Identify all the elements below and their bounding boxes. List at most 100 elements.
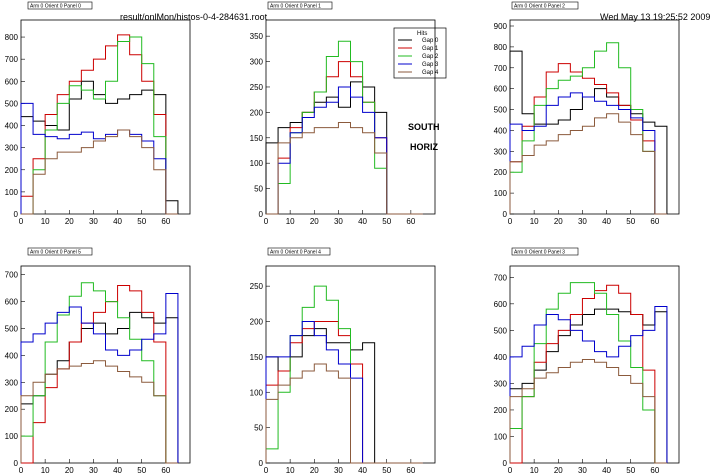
series-line — [509, 282, 667, 464]
panel-title-box — [511, 247, 579, 256]
plot-frame — [265, 19, 436, 215]
panel-title-box — [267, 1, 333, 10]
series-line — [509, 305, 668, 463]
series-line — [20, 311, 179, 463]
y-tick-label: 700 — [494, 273, 508, 282]
y-tick-label: 300 — [494, 147, 508, 156]
panel-title: Arm 0 Orient 0 Panel 1 — [267, 1, 333, 10]
y-tick-label: 50 — [254, 185, 263, 194]
y-tick-label: 50 — [254, 424, 263, 433]
series-line — [509, 92, 667, 215]
series-line — [265, 81, 423, 215]
y-tick-label: 300 — [250, 58, 264, 67]
y-tick-label: 400 — [5, 122, 19, 131]
x-tick-label: 60 — [650, 466, 659, 474]
y-tick-label: 400 — [5, 351, 19, 360]
series-line — [509, 359, 667, 464]
panel-title-text: Arm 0 Orient 0 Panel 1 — [270, 3, 321, 9]
timestamp-label: Wed May 13 19:25:52 2009 — [600, 12, 710, 22]
legend-entry: Gap 4 — [398, 70, 439, 76]
y-tick-label: 600 — [5, 298, 19, 307]
x-tick-label: 20 — [554, 466, 563, 474]
y-tick-label: 100 — [250, 388, 264, 397]
panel: Arm 0 Orient 0 Panel 1050100150200250300… — [250, 1, 436, 226]
panel-title-text: Arm 0 Orient 0 Panel 0 — [30, 3, 81, 9]
panel-title-text: Arm 0 Orient 0 Panel 3 — [514, 249, 565, 255]
y-tick-label: 400 — [494, 126, 508, 135]
series-line — [21, 36, 178, 215]
x-tick-label: 60 — [161, 217, 170, 226]
y-tick-label: 200 — [5, 405, 19, 414]
y-tick-label: 150 — [250, 353, 264, 362]
series-line — [20, 102, 178, 215]
x-tick-label: 60 — [650, 217, 659, 226]
y-tick-label: 300 — [5, 378, 19, 387]
panel: Arm 0 Orient 0 Panel 4 0 50 100 150 200 250 0 10… — [250, 247, 436, 474]
legend-box — [393, 27, 447, 79]
x-tick-label: 20 — [65, 466, 74, 474]
y-tick-label: 200 — [494, 168, 508, 177]
legend-label: Gap 2 — [422, 54, 439, 60]
x-tick-label: 20 — [310, 466, 319, 474]
y-tick-label: 200 — [494, 406, 508, 415]
y-tick-label: 0 — [503, 210, 508, 219]
y-tick-label: 250 — [250, 282, 264, 291]
y-tick-label: 700 — [494, 64, 508, 73]
plot-frame — [509, 19, 680, 215]
panel-title-box — [511, 1, 579, 10]
x-tick-label: 30 — [578, 466, 587, 474]
series-line — [266, 61, 423, 215]
x-tick-label: 60 — [406, 466, 415, 474]
series-line — [265, 285, 423, 464]
series-line — [266, 122, 423, 215]
y-tick-label: 500 — [5, 324, 19, 333]
legend-label: Gap 3 — [422, 62, 439, 68]
x-tick-label: 50 — [626, 217, 635, 226]
x-tick-label: 0 — [508, 466, 513, 474]
x-tick-label: 30 — [89, 466, 98, 474]
series-line — [509, 50, 668, 214]
x-tick-label: 20 — [65, 217, 74, 226]
x-tick-label: 0 — [508, 217, 513, 226]
y-tick-label: 0 — [259, 459, 264, 468]
y-tick-label: 600 — [494, 85, 508, 94]
series-line — [20, 34, 178, 215]
series-line — [510, 284, 667, 464]
y-tick-label: 100 — [5, 188, 19, 197]
legend-entry: Gap 2 — [398, 54, 439, 60]
x-tick-label: 10 — [530, 466, 539, 474]
series-line — [20, 293, 179, 463]
panel-title-box — [27, 247, 93, 256]
x-tick-label: 30 — [334, 217, 343, 226]
series-line — [509, 42, 667, 215]
y-tick-label: 700 — [5, 271, 19, 280]
series-line — [20, 80, 179, 214]
x-tick-label: 60 — [406, 217, 415, 226]
panel-title-text: Arm 0 Orient 0 Panel 4 — [270, 249, 321, 255]
panel: Arm 0 Orient 0 Panel 0010020030040050060… — [5, 1, 191, 226]
y-tick-label: 0 — [259, 210, 264, 219]
x-tick-label: 20 — [310, 217, 319, 226]
y-tick-label: 0 — [14, 210, 19, 219]
series-line — [21, 129, 178, 215]
y-tick-label: 100 — [494, 432, 508, 441]
x-tick-label: 40 — [602, 217, 611, 226]
x-tick-label: 10 — [286, 217, 295, 226]
x-tick-label: 10 — [286, 466, 295, 474]
y-tick-label: 200 — [250, 318, 264, 327]
series-line — [509, 308, 668, 463]
side-label-horiz: HORIZ — [410, 142, 439, 152]
panel-title: Arm 0 Orient 0 Panel 2 — [511, 1, 579, 10]
legend: Hits Gap 0 Gap 1 Gap 2 Gap 3 Gap 4 — [393, 27, 447, 79]
series-line — [265, 363, 423, 464]
y-tick-label: 900 — [494, 22, 508, 31]
panel-title: Arm 0 Orient 0 Panel 5 — [27, 247, 93, 256]
x-tick-label: 40 — [358, 466, 367, 474]
panel-title-box — [27, 1, 93, 10]
side-label-south: SOUTH — [408, 122, 440, 132]
x-tick-label: 10 — [530, 217, 539, 226]
panel: Arm 0 Orient 0 Panel 3010020030040050060… — [494, 247, 680, 474]
y-tick-label: 250 — [250, 83, 264, 92]
y-tick-label: 350 — [250, 32, 264, 41]
